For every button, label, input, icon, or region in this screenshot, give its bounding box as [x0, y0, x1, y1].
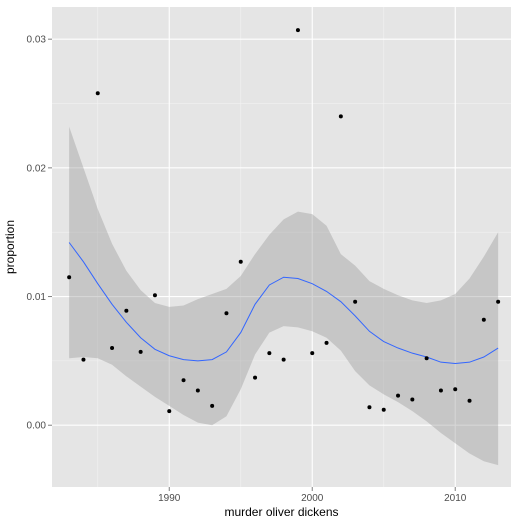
- data-point: [310, 351, 315, 356]
- y-tick-label: 0.03: [27, 35, 47, 46]
- data-point: [67, 275, 72, 280]
- y-tick-label: 0.00: [27, 421, 47, 432]
- x-tick-label: 1990: [158, 493, 181, 504]
- data-point: [481, 317, 486, 322]
- data-point: [267, 351, 272, 356]
- data-point: [95, 91, 100, 96]
- data-point: [453, 387, 458, 392]
- plot-panel: [52, 7, 511, 487]
- data-point: [338, 114, 343, 119]
- data-point: [167, 409, 172, 414]
- y-tick-label: 0.01: [27, 292, 47, 303]
- grid-major: [52, 7, 511, 487]
- data-points: [67, 28, 501, 414]
- x-tick-label: 2010: [444, 493, 467, 504]
- data-point: [367, 405, 372, 410]
- data-point: [253, 375, 258, 380]
- data-point: [424, 356, 429, 361]
- data-point: [381, 407, 386, 412]
- confidence-ribbon: [69, 126, 499, 466]
- data-point: [152, 293, 157, 298]
- data-point: [396, 393, 401, 398]
- data-point: [410, 397, 415, 402]
- data-point: [224, 311, 229, 316]
- data-point: [496, 299, 501, 304]
- data-point: [124, 308, 129, 313]
- x-tick-label: 2000: [301, 493, 324, 504]
- data-point: [138, 349, 143, 354]
- data-point: [281, 357, 286, 362]
- data-point: [324, 340, 329, 345]
- data-point: [110, 346, 115, 351]
- x-axis-title: murder oliver dickens: [224, 505, 338, 519]
- y-tick-label: 0.02: [27, 163, 47, 174]
- data-point: [353, 299, 358, 304]
- y-axis-title: proportion: [3, 220, 17, 274]
- x-axis-ticks: 1990 2000 2010: [158, 487, 467, 504]
- data-point: [238, 259, 243, 264]
- data-point: [438, 388, 443, 393]
- grid-minor: [52, 7, 511, 487]
- data-point: [295, 28, 300, 33]
- data-point: [181, 378, 186, 383]
- data-point: [210, 403, 215, 408]
- data-point: [467, 398, 472, 403]
- data-point: [195, 388, 200, 393]
- y-axis-ticks: 0.00 0.01 0.02 0.03: [27, 35, 52, 432]
- data-point: [81, 357, 86, 362]
